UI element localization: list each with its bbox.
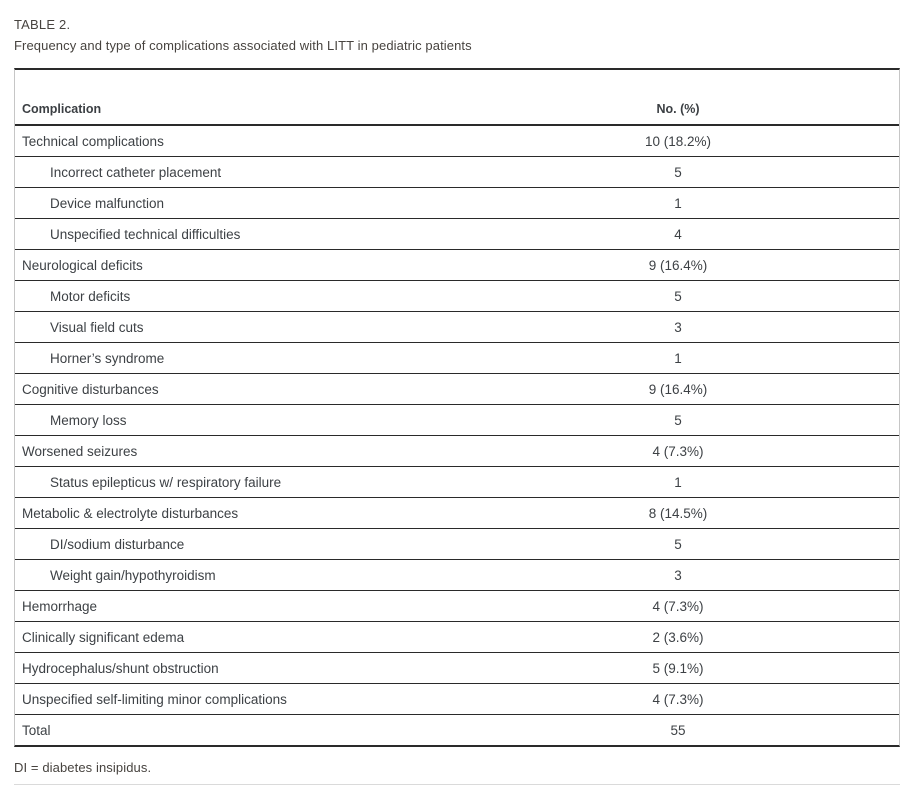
count-cell: 9 (16.4%) xyxy=(648,381,708,397)
count-cell: 4 (7.3%) xyxy=(652,443,704,459)
complication-cell: Horner’s syndrome xyxy=(50,350,165,366)
count-cell: 5 xyxy=(674,164,682,180)
complication-cell: Worsened seizures xyxy=(22,443,138,459)
column-header-complication: Complication xyxy=(22,102,102,116)
count-cell: 5 xyxy=(674,536,682,552)
count-cell: 4 (7.3%) xyxy=(652,598,704,614)
complication-cell: Total xyxy=(22,722,51,738)
table-row-cognitive-disturbances: Cognitive disturbances 9 (16.4%) xyxy=(15,373,899,404)
table-row-memory-loss: Memory loss 5 xyxy=(15,404,899,435)
complication-cell: Status epilepticus w/ respiratory failur… xyxy=(50,474,282,490)
table-header-row: Complication No. (%) xyxy=(15,70,899,126)
table-footnote: DI = diabetes insipidus. xyxy=(14,760,152,775)
complication-cell: Incorrect catheter placement xyxy=(50,164,222,180)
complication-cell: Neurological deficits xyxy=(22,257,143,273)
table-row-unspecified-minor-complications: Unspecified self-limiting minor complica… xyxy=(15,683,899,714)
count-cell: 5 (9.1%) xyxy=(652,660,704,676)
count-cell: 55 xyxy=(670,722,686,738)
table-caption: TABLE 2. Frequency and type of complicat… xyxy=(14,14,900,56)
count-cell: 3 xyxy=(674,319,682,335)
table-row-weight-gain-hypothyroidism: Weight gain/hypothyroidism 3 xyxy=(15,559,899,590)
table-title: Frequency and type of complications asso… xyxy=(14,38,472,53)
complication-cell: Motor deficits xyxy=(50,288,131,304)
complication-cell: Cognitive disturbances xyxy=(22,381,159,397)
table-row-worsened-seizures: Worsened seizures 4 (7.3%) xyxy=(15,435,899,466)
table-row-horners-syndrome: Horner’s syndrome 1 xyxy=(15,342,899,373)
count-cell: 3 xyxy=(674,567,682,583)
complication-cell: Weight gain/hypothyroidism xyxy=(50,567,216,583)
complication-cell: Unspecified technical difficulties xyxy=(50,226,241,242)
table-row-neurological-deficits: Neurological deficits 9 (16.4%) xyxy=(15,249,899,280)
table-row-total: Total 55 xyxy=(15,714,899,745)
complication-cell: Clinically significant edema xyxy=(22,629,185,645)
table-number-label: TABLE 2. xyxy=(14,17,71,32)
count-cell: 5 xyxy=(674,288,682,304)
table-row-technical-complications: Technical complications 10 (18.2%) xyxy=(15,126,899,156)
count-cell: 1 xyxy=(674,350,682,366)
count-cell: 4 xyxy=(674,226,682,242)
complication-cell: Unspecified self-limiting minor complica… xyxy=(22,691,287,707)
count-cell: 1 xyxy=(674,195,682,211)
complication-cell: DI/sodium disturbance xyxy=(50,536,185,552)
complication-cell: Hydrocephalus/shunt obstruction xyxy=(22,660,219,676)
count-cell: 10 (18.2%) xyxy=(644,133,712,149)
count-cell: 5 xyxy=(674,412,682,428)
count-cell: 1 xyxy=(674,474,682,490)
table-row-metabolic-electrolyte-disturbances: Metabolic & electrolyte disturbances 8 (… xyxy=(15,497,899,528)
table-row-di-sodium-disturbance: DI/sodium disturbance 5 xyxy=(15,528,899,559)
table-row-visual-field-cuts: Visual field cuts 3 xyxy=(15,311,899,342)
table-row-clinically-significant-edema: Clinically significant edema 2 (3.6%) xyxy=(15,621,899,652)
column-header-no-pct: No. (%) xyxy=(656,102,700,116)
complication-cell: Hemorrhage xyxy=(22,598,98,614)
table-row-motor-deficits: Motor deficits 5 xyxy=(15,280,899,311)
table-row-hemorrhage: Hemorrhage 4 (7.3%) xyxy=(15,590,899,621)
complication-cell: Visual field cuts xyxy=(50,319,144,335)
count-cell: 9 (16.4%) xyxy=(648,257,708,273)
count-cell: 8 (14.5%) xyxy=(648,505,708,521)
table-row-unspecified-technical-difficulties: Unspecified technical difficulties 4 xyxy=(15,218,899,249)
table-row-incorrect-catheter-placement: Incorrect catheter placement 5 xyxy=(15,156,899,187)
complication-cell: Technical complications xyxy=(22,133,164,149)
table-row-device-malfunction: Device malfunction 1 xyxy=(15,187,899,218)
complication-cell: Device malfunction xyxy=(50,195,165,211)
complication-cell: Metabolic & electrolyte disturbances xyxy=(22,505,239,521)
table-row-hydrocephalus-shunt-obstruction: Hydrocephalus/shunt obstruction 5 (9.1%) xyxy=(15,652,899,683)
complication-cell: Memory loss xyxy=(50,412,127,428)
table-row-status-epilepticus: Status epilepticus w/ respiratory failur… xyxy=(15,466,899,497)
count-cell: 4 (7.3%) xyxy=(652,691,704,707)
count-cell: 2 (3.6%) xyxy=(652,629,704,645)
complications-table: Complication No. (%) Technical complicat… xyxy=(14,68,900,747)
